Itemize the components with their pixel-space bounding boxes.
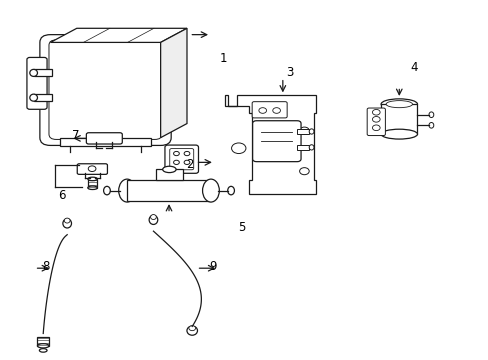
Text: 9: 9	[209, 260, 217, 273]
Polygon shape	[160, 28, 186, 138]
Ellipse shape	[88, 177, 97, 181]
Circle shape	[184, 152, 189, 156]
Text: 7: 7	[72, 129, 80, 143]
Ellipse shape	[30, 94, 38, 101]
Circle shape	[299, 168, 308, 175]
Ellipse shape	[380, 99, 417, 109]
Bar	[88, 179, 97, 188]
Ellipse shape	[88, 186, 97, 189]
Polygon shape	[50, 28, 186, 42]
Text: 1: 1	[219, 52, 226, 65]
Polygon shape	[225, 95, 316, 194]
Ellipse shape	[163, 166, 176, 172]
Ellipse shape	[188, 326, 195, 330]
Text: 2: 2	[185, 158, 193, 171]
Ellipse shape	[30, 69, 38, 76]
Text: 8: 8	[42, 260, 49, 273]
Circle shape	[299, 127, 308, 134]
Bar	[297, 145, 308, 150]
Circle shape	[173, 160, 179, 165]
Circle shape	[258, 108, 266, 113]
Ellipse shape	[380, 129, 417, 139]
Ellipse shape	[150, 215, 156, 220]
Ellipse shape	[119, 179, 135, 202]
Bar	[127, 180, 210, 201]
Ellipse shape	[308, 129, 313, 134]
FancyBboxPatch shape	[49, 40, 162, 139]
Ellipse shape	[428, 112, 433, 118]
FancyBboxPatch shape	[252, 121, 301, 162]
FancyBboxPatch shape	[77, 164, 107, 174]
Circle shape	[231, 143, 245, 153]
Circle shape	[88, 166, 96, 171]
Ellipse shape	[186, 326, 197, 335]
FancyBboxPatch shape	[27, 58, 47, 109]
Circle shape	[372, 117, 379, 122]
FancyBboxPatch shape	[366, 108, 385, 136]
FancyBboxPatch shape	[86, 133, 122, 144]
Ellipse shape	[149, 215, 158, 224]
Text: 6: 6	[58, 189, 65, 202]
Circle shape	[372, 109, 379, 115]
Ellipse shape	[38, 344, 49, 348]
Ellipse shape	[202, 179, 219, 202]
Bar	[60, 138, 151, 147]
FancyBboxPatch shape	[164, 145, 198, 173]
Bar	[38, 337, 49, 346]
Ellipse shape	[40, 348, 47, 352]
Ellipse shape	[63, 219, 71, 228]
Circle shape	[372, 125, 379, 131]
Text: 3: 3	[286, 66, 293, 79]
FancyBboxPatch shape	[252, 102, 286, 118]
Ellipse shape	[386, 101, 411, 108]
Ellipse shape	[428, 122, 433, 128]
Ellipse shape	[64, 218, 70, 223]
Bar	[156, 170, 183, 180]
Ellipse shape	[308, 145, 313, 150]
Ellipse shape	[227, 186, 234, 195]
Ellipse shape	[103, 186, 110, 195]
Bar	[34, 94, 52, 101]
Circle shape	[173, 152, 179, 156]
Bar	[380, 104, 417, 134]
Bar	[34, 69, 52, 76]
FancyBboxPatch shape	[40, 35, 171, 145]
Bar	[297, 129, 308, 134]
Text: 5: 5	[238, 221, 245, 234]
FancyBboxPatch shape	[169, 149, 193, 170]
Circle shape	[184, 160, 189, 165]
Text: 4: 4	[410, 60, 418, 73]
Circle shape	[272, 108, 280, 113]
